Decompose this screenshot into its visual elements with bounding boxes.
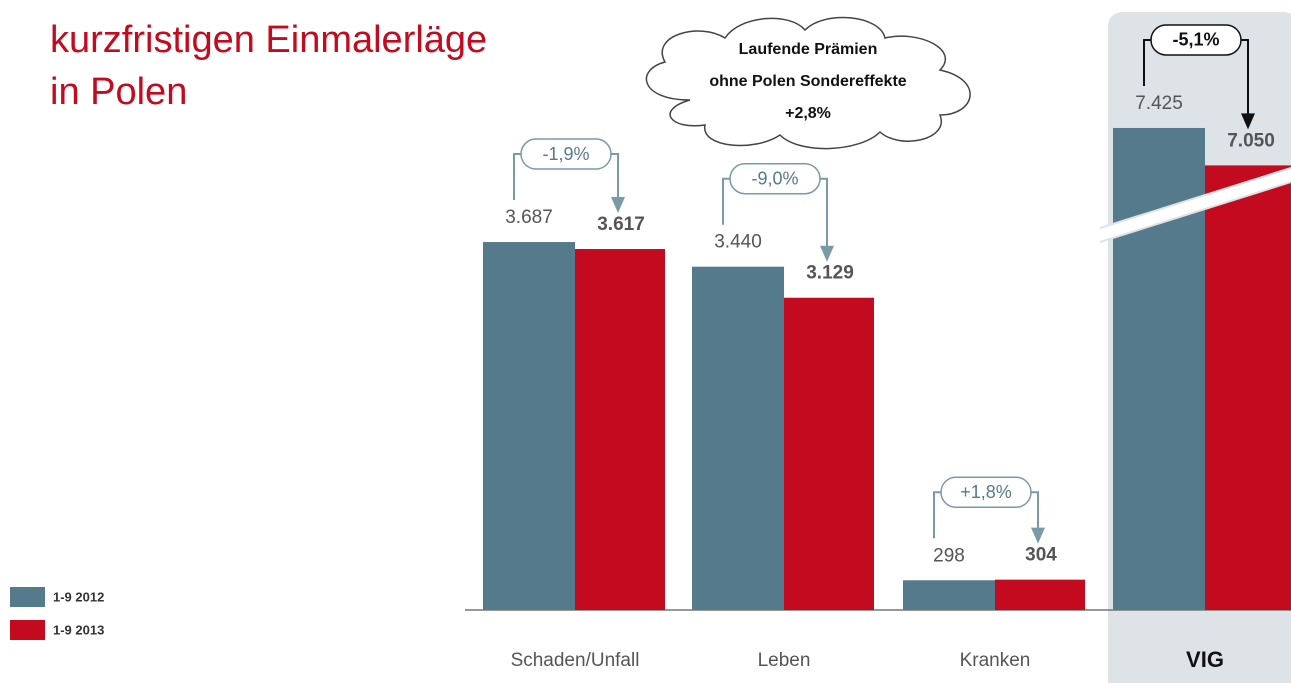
value-label: 3.440: [714, 232, 762, 253]
legend-swatch: [10, 620, 45, 640]
value-label: 304: [1025, 545, 1057, 566]
value-label: 298: [933, 545, 965, 566]
legend-swatch: [10, 587, 45, 607]
change-arrow: [1031, 527, 1045, 544]
x-tick-label: Leben: [758, 650, 811, 671]
bar: [575, 249, 665, 610]
change-arrow: [611, 197, 625, 214]
bar: [784, 297, 874, 610]
legend-label: 1-9 2012: [53, 589, 104, 604]
value-label: 7.050: [1227, 130, 1275, 151]
bar: [692, 266, 784, 610]
value-label: 3.617: [597, 214, 645, 235]
bar: [903, 580, 995, 610]
x-tick-label: Kranken: [960, 650, 1031, 671]
change-pill: [520, 138, 612, 170]
legend-label: 1-9 2013: [53, 622, 104, 637]
cloud-text: ohne Polen Sondereffekte: [709, 73, 906, 90]
change-arrow: [820, 245, 834, 262]
change-pill: [729, 162, 821, 195]
chart-title: kurzfristigen Einmalerläge: [50, 19, 487, 61]
break-line: [1099, 167, 1291, 229]
break-gap: [1100, 168, 1291, 242]
change-label: -1,9%: [542, 144, 589, 164]
change-arrow: [1241, 113, 1255, 130]
change-label: +1,8%: [960, 482, 1012, 502]
axis-break: [1099, 167, 1291, 243]
bar: [995, 579, 1085, 610]
cloud-text: +2,8%: [785, 105, 831, 122]
x-tick-label: Schaden/Unfall: [511, 650, 640, 671]
cloud: [645, 16, 971, 150]
break-line: [1099, 181, 1291, 243]
value-label: 7.425: [1135, 93, 1183, 114]
chart-title: in Polen: [50, 71, 187, 113]
value-label: 3.129: [806, 263, 854, 284]
value-label: 3.687: [505, 207, 553, 228]
x-tick-label: VIG: [1186, 647, 1224, 672]
change-label: -5,1%: [1172, 30, 1219, 50]
bar: [483, 242, 575, 610]
change-pill: [940, 476, 1032, 509]
change-pill: [1150, 24, 1242, 56]
cloud-text: Laufende Prämien: [739, 41, 878, 58]
change-label: -9,0%: [751, 168, 798, 188]
bar: [1205, 165, 1291, 610]
